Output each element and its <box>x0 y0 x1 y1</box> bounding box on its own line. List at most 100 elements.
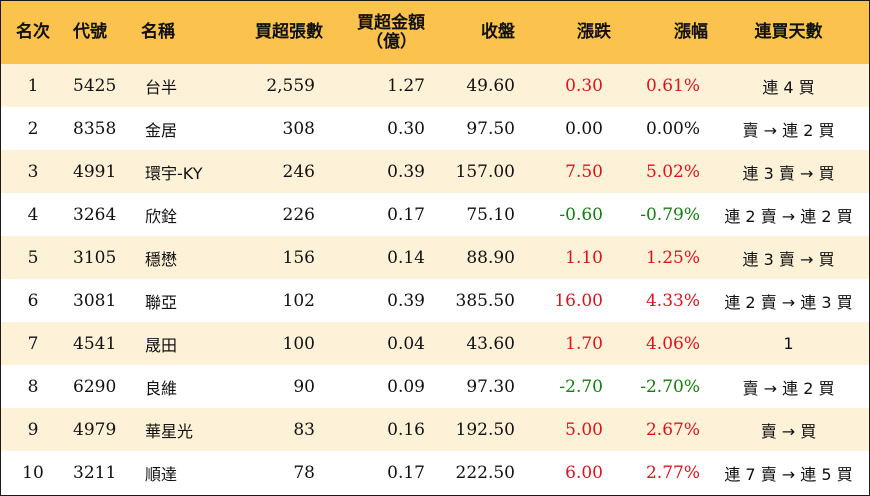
table-row: 8 6290 良維 90 0.09 97.30 -2.70 -2.70% 賣 → 連 2 買 <box>1 365 869 408</box>
volume-cell: 90 <box>293 376 315 397</box>
change-cell: 1.10 <box>565 247 603 268</box>
header-name: 名稱 <box>141 22 175 42</box>
name-cell: 環宇-KY <box>145 163 203 183</box>
rank-cell: 10 <box>22 462 44 483</box>
close-cell: 97.30 <box>466 376 515 397</box>
amount-cell: 0.17 <box>387 204 425 225</box>
streak-cell: 連 3 賣 → 買 <box>742 163 835 183</box>
rank-cell: 7 <box>27 333 39 354</box>
header-code: 代號 <box>73 22 107 42</box>
streak-cell: 連 7 賣 → 連 5 買 <box>724 464 853 484</box>
table-row: 10 3211 順達 78 0.17 222.50 6.00 2.77% 連 7 賣 → 連 5… <box>1 451 869 494</box>
change-cell: -2.70 <box>559 376 603 397</box>
name-cell: 良維 <box>145 378 178 398</box>
streak-cell: 連 2 賣 → 連 3 買 <box>724 292 853 312</box>
pct-cell: 4.06% <box>645 333 700 354</box>
change-cell: 1.70 <box>565 333 603 354</box>
header-streak: 連買天數 <box>754 22 823 42</box>
streak-cell: 賣 → 連 2 買 <box>742 378 835 398</box>
table-row: 7 4541 晟田 100 0.04 43.60 1.70 4.06% 1 <box>1 322 869 365</box>
header-volume: 買超張數 <box>255 22 323 42</box>
code-cell: 3211 <box>73 462 117 483</box>
name-cell: 金居 <box>145 120 178 140</box>
pct-cell: 1.25% <box>645 247 700 268</box>
header-amount: 買超金額 （億） <box>323 1 433 64</box>
table-row: 2 8358 金居 308 0.30 97.50 0.00 0.00% 賣 → 連 2 買 <box>1 107 869 150</box>
rank-cell: 3 <box>27 161 39 182</box>
close-cell: 157.00 <box>455 161 515 182</box>
rank-cell: 1 <box>27 75 39 96</box>
table-row: 1 5425 台半 2,559 1.27 49.60 0.30 0.61% 連 4 買 <box>1 64 869 107</box>
volume-cell: 226 <box>282 204 315 225</box>
volume-cell: 100 <box>282 333 315 354</box>
pct-cell: 0.00% <box>645 118 700 139</box>
streak-cell: 連 4 買 <box>762 77 815 97</box>
amount-cell: 0.39 <box>387 161 425 182</box>
pct-cell: 0.61% <box>645 75 700 96</box>
table-body: 1 5425 台半 2,559 1.27 49.60 0.30 0.61% 連 4 買 2 8358… <box>1 64 869 494</box>
volume-cell: 83 <box>293 419 315 440</box>
amount-cell: 0.09 <box>387 376 425 397</box>
rank-cell: 8 <box>27 376 39 397</box>
pct-cell: 2.77% <box>645 462 700 483</box>
amount-cell: 0.14 <box>387 247 425 268</box>
header-close: 收盤 <box>481 22 515 42</box>
pct-cell: 5.02% <box>645 161 700 182</box>
volume-cell: 156 <box>282 247 315 268</box>
close-cell: 97.50 <box>466 118 515 139</box>
change-cell: 0.00 <box>565 118 603 139</box>
rank-cell: 9 <box>27 419 39 440</box>
streak-cell: 賣 → 買 <box>760 421 817 441</box>
name-cell: 穩懋 <box>145 249 178 269</box>
rank-cell: 2 <box>27 118 39 139</box>
change-cell: 7.50 <box>565 161 603 182</box>
close-cell: 385.50 <box>455 290 515 311</box>
close-cell: 222.50 <box>455 462 515 483</box>
amount-cell: 0.30 <box>387 118 425 139</box>
change-cell: -0.60 <box>559 204 603 225</box>
rank-cell: 5 <box>27 247 39 268</box>
table-row: 6 3081 聯亞 102 0.39 385.50 16.00 4.33% 連 2 賣 → 連 … <box>1 279 869 322</box>
header-change: 漲跌 <box>577 22 611 42</box>
header-amount-line2: （億） <box>366 31 417 52</box>
table-row: 3 4991 環宇-KY 246 0.39 157.00 7.50 5.02% 連 3 賣 → … <box>1 150 869 193</box>
name-cell: 欣銓 <box>145 206 178 226</box>
close-cell: 192.50 <box>455 419 515 440</box>
table-row: 5 3105 穩懋 156 0.14 88.90 1.10 1.25% 連 3 賣 → 買 <box>1 236 869 279</box>
pct-cell: -2.70% <box>640 376 700 397</box>
change-cell: 6.00 <box>565 462 603 483</box>
change-cell: 5.00 <box>565 419 603 440</box>
close-cell: 75.10 <box>466 204 515 225</box>
code-cell: 4979 <box>73 419 117 440</box>
amount-cell: 0.39 <box>387 290 425 311</box>
amount-cell: 0.17 <box>387 462 425 483</box>
volume-cell: 2,559 <box>266 75 315 96</box>
name-cell: 聯亞 <box>145 292 178 312</box>
rank-cell: 6 <box>27 290 39 311</box>
name-cell: 華星光 <box>145 421 194 441</box>
header-pct: 漲幅 <box>674 22 708 42</box>
code-cell: 5425 <box>73 75 117 96</box>
amount-cell: 1.27 <box>387 75 425 96</box>
header-amount-line1: 買超金額 <box>357 12 425 33</box>
code-cell: 8358 <box>73 118 117 139</box>
table-row: 4 3264 欣銓 226 0.17 75.10 -0.60 -0.79% 連 2 賣 → 連 … <box>1 193 869 236</box>
code-cell: 6290 <box>73 376 117 397</box>
code-cell: 3264 <box>73 204 117 225</box>
amount-cell: 0.04 <box>387 333 425 354</box>
streak-cell: 連 3 賣 → 買 <box>742 249 835 269</box>
amount-cell: 0.16 <box>387 419 425 440</box>
name-cell: 順達 <box>145 464 178 484</box>
header-row: 名次 代號 名稱 買超張數 買超金額 （億） 收盤 漲跌 漲幅 連買天數 <box>1 1 869 64</box>
table-header: 名次 代號 名稱 買超張數 買超金額 （億） 收盤 漲跌 漲幅 連買天數 <box>1 1 869 64</box>
change-cell: 16.00 <box>554 290 603 311</box>
streak-cell: 連 2 賣 → 連 2 買 <box>724 206 853 226</box>
close-cell: 49.60 <box>466 75 515 96</box>
streak-cell: 1 <box>783 334 794 353</box>
change-cell: 0.30 <box>565 75 603 96</box>
volume-cell: 246 <box>282 161 315 182</box>
rank-cell: 4 <box>27 204 39 225</box>
header-rank: 名次 <box>16 22 50 42</box>
